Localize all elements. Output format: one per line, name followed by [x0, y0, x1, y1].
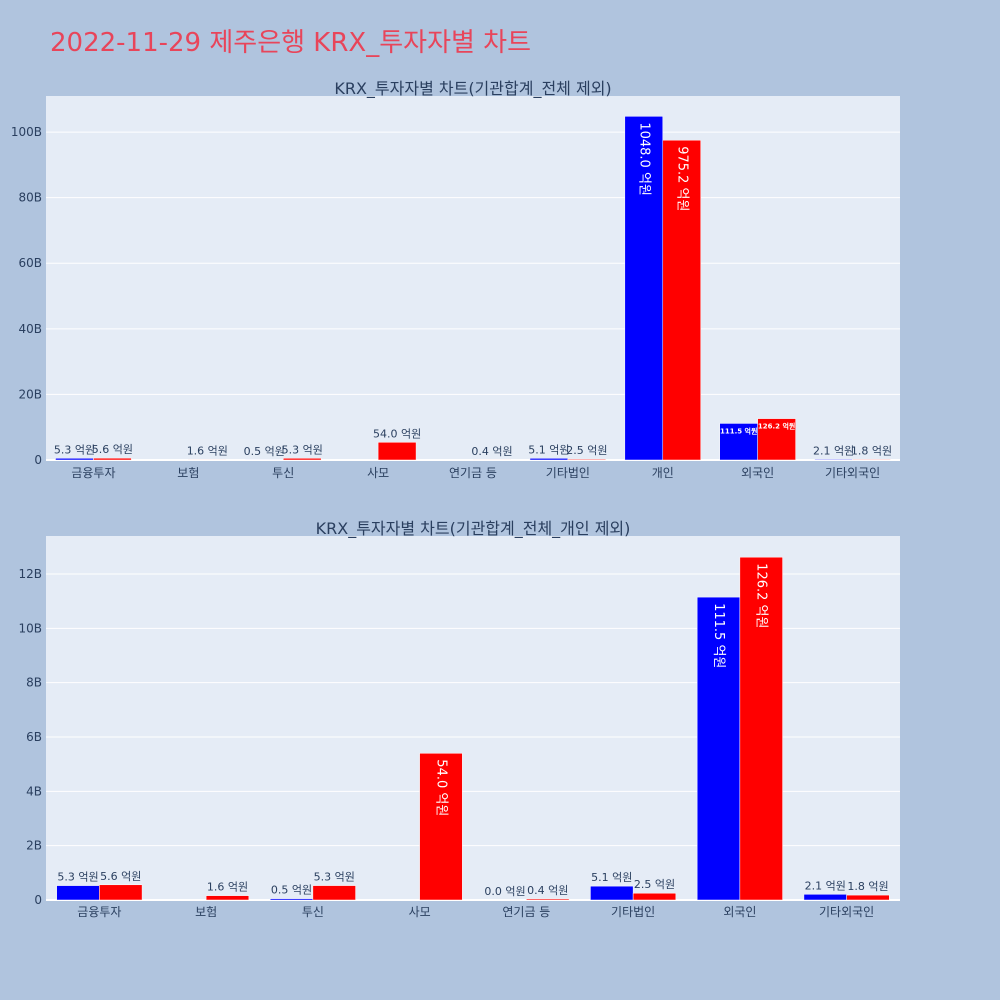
data-label: 0.4 억원	[527, 884, 568, 897]
data-label: 5.3 억원	[282, 443, 323, 456]
bar-buy	[56, 885, 100, 901]
bar-sell	[99, 884, 143, 901]
data-label: 111.5 억원	[711, 603, 726, 668]
x-tick-label: 연기금 등	[449, 466, 497, 480]
data-label: 5.6 억원	[92, 443, 133, 456]
data-label: 5.1 억원	[528, 443, 569, 456]
data-label: 1.8 억원	[851, 444, 892, 457]
bar-sell	[846, 894, 890, 901]
bar-sell	[312, 885, 356, 901]
bar-buy	[269, 898, 314, 901]
data-label: 975.2 억원	[674, 146, 689, 211]
data-label: 5.3 억원	[54, 443, 95, 456]
x-tick-label: 투신	[272, 466, 294, 480]
bar-sell	[419, 753, 463, 901]
page-title: 2022-11-29 제주은행 KRX_투자자별 차트	[50, 28, 532, 58]
data-label: 2.5 억원	[634, 878, 675, 891]
bar-sell	[632, 892, 677, 901]
bar-sell	[282, 458, 322, 461]
bar-sell	[757, 418, 796, 461]
data-label: 1.6 억원	[207, 881, 248, 894]
data-label: 2.1 억원	[813, 444, 854, 457]
y-tick-label: 10B	[18, 621, 42, 635]
data-label: 1048.0 억원	[636, 122, 651, 196]
x-tick-label: 기타외국인	[819, 905, 874, 919]
bar-sell	[567, 458, 607, 461]
bar-sell	[93, 457, 132, 461]
data-label: 111.5 억원	[720, 426, 757, 435]
bar-sell	[526, 898, 570, 901]
data-label: 0.4 억원	[471, 445, 512, 458]
x-tick-label: 금융투자	[77, 905, 121, 919]
y-tick-label: 4B	[26, 784, 42, 798]
x-tick-label: 연기금 등	[502, 905, 550, 919]
data-label: 5.6 억원	[100, 870, 141, 883]
y-tick-label: 6B	[26, 730, 42, 744]
y-tick-label: 8B	[26, 676, 42, 690]
data-label: 2.5 억원	[566, 444, 607, 457]
data-label: 0.5 억원	[271, 884, 312, 897]
bar-buy	[803, 894, 847, 901]
x-tick-label: 기타법인	[611, 905, 655, 919]
bar-sell	[852, 459, 891, 461]
bar-buy	[696, 596, 741, 901]
data-label: 126.2 억원	[754, 563, 769, 628]
bar-buy	[529, 458, 569, 461]
x-tick-label: 보험	[195, 905, 217, 919]
data-label: 2.1 억원	[805, 879, 846, 892]
bar-buy	[719, 423, 758, 461]
x-tick-label: 투신	[302, 905, 324, 919]
bar-sell	[377, 442, 417, 461]
bar-sell	[739, 556, 783, 901]
bar-buy	[590, 885, 634, 901]
x-tick-label: 금융투자	[71, 466, 115, 480]
chart-title: KRX_투자자별 차트(기관합계_전체_개인 제외)	[316, 519, 631, 539]
y-tick-label: 0	[34, 453, 42, 467]
bar-sell	[188, 459, 227, 461]
data-label: 1.8 억원	[847, 880, 888, 893]
bar-sell	[662, 139, 701, 461]
data-label: 54.0 억원	[373, 427, 421, 440]
y-tick-label: 100B	[11, 125, 42, 139]
data-label: 0.5 억원	[244, 445, 285, 458]
plot-area	[46, 96, 900, 460]
y-tick-label: 40B	[18, 322, 42, 336]
x-tick-label: 개인	[652, 466, 674, 480]
x-tick-label: 기타외국인	[825, 466, 880, 480]
x-tick-label: 외국인	[741, 466, 774, 480]
data-label: 5.3 억원	[57, 871, 98, 884]
data-label: 54.0 억원	[433, 759, 448, 816]
y-tick-label: 0	[34, 893, 42, 907]
bar-buy	[814, 459, 853, 461]
x-tick-label: 외국인	[723, 905, 756, 919]
data-label: 126.2 억원	[758, 422, 795, 431]
data-label: 5.3 억원	[314, 871, 355, 884]
y-tick-label: 12B	[18, 567, 42, 581]
y-tick-label: 2B	[26, 839, 42, 853]
y-tick-label: 60B	[18, 256, 42, 270]
x-tick-label: 기타법인	[546, 466, 590, 480]
chart-bottom: 0 2B 4B 6B 8B 10B 12B KRX_투자자별 차트(기관합계_전체_개인 제외…	[18, 519, 900, 919]
data-label: 5.1 억원	[591, 871, 632, 884]
chart-title: KRX_투자자별 차트(기관합계_전체 제외)	[334, 79, 611, 99]
y-tick-label: 80B	[18, 191, 42, 205]
chart-top: 0 20B 40B 60B 80B 100B KRX_투자자별 차트(기관합계_전체 제외)…	[11, 79, 900, 480]
bar-buy	[55, 458, 94, 461]
x-tick-label: 사모	[409, 905, 431, 919]
y-tick-label: 20B	[18, 387, 42, 401]
data-label: 1.6 억원	[187, 444, 228, 457]
bar-sell	[205, 895, 250, 901]
x-tick-label: 보험	[177, 466, 199, 480]
data-label: 0.0 억원	[484, 885, 525, 898]
x-tick-label: 사모	[367, 466, 389, 480]
